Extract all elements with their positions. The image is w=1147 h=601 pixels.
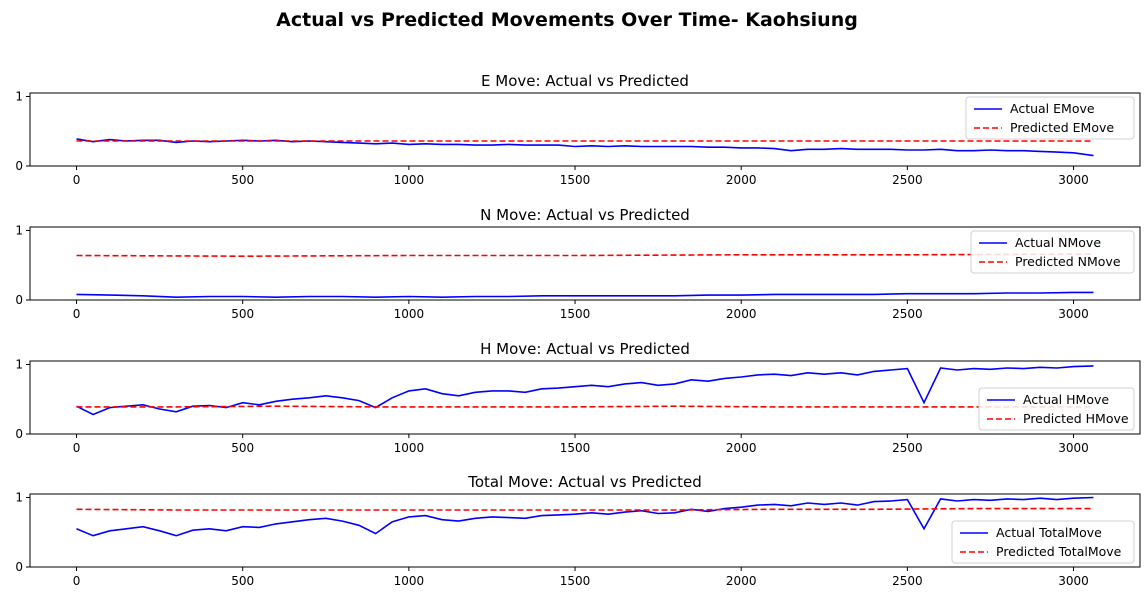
x-tick-label: 3000 xyxy=(1058,173,1089,187)
x-tick-label: 0 xyxy=(73,441,81,455)
legend-label: Predicted HMove xyxy=(1023,411,1129,426)
x-tick-label: 2000 xyxy=(726,307,757,321)
x-tick-label: 3000 xyxy=(1058,441,1089,455)
subplot-title: N Move: Actual vs Predicted xyxy=(480,206,690,224)
axes-frame xyxy=(29,493,1141,568)
axes-frame xyxy=(29,226,1141,301)
actual-series-line xyxy=(76,496,1094,537)
x-tick-label: 1000 xyxy=(394,173,425,187)
legend: Actual HMove Predicted HMove xyxy=(978,387,1135,431)
x-tick-label: 500 xyxy=(231,574,254,588)
predicted-series-line xyxy=(76,253,1094,258)
y-tick-label: 0 xyxy=(15,159,23,173)
x-tick-label: 2000 xyxy=(726,574,757,588)
x-tick-label: 1500 xyxy=(560,441,591,455)
y-tick-label: 1 xyxy=(15,89,23,103)
x-tick-label: 2500 xyxy=(892,173,923,187)
x-tick-label: 500 xyxy=(231,173,254,187)
x-tick-label: 1000 xyxy=(394,441,425,455)
y-tick-label: 1 xyxy=(15,223,23,237)
actual-series-line xyxy=(76,138,1094,157)
axes-frame xyxy=(29,360,1141,435)
legend-label: Predicted NMove xyxy=(1015,254,1121,269)
actual-series-line xyxy=(76,291,1094,299)
x-tick-label: 0 xyxy=(73,173,81,187)
x-tick-label: 500 xyxy=(231,307,254,321)
x-tick-label: 3000 xyxy=(1058,574,1089,588)
legend: Actual TotalMove Predicted TotalMove xyxy=(951,520,1135,564)
legend: Actual EMove Predicted EMove xyxy=(965,96,1135,140)
figure-title: Actual vs Predicted Movements Over Time-… xyxy=(276,9,858,31)
x-tick-label: 1500 xyxy=(560,574,591,588)
axes-frame xyxy=(29,92,1141,167)
x-tick-label: 0 xyxy=(73,574,81,588)
legend-label: Actual NMove xyxy=(1015,235,1101,250)
x-tick-label: 1500 xyxy=(560,173,591,187)
y-tick-label: 0 xyxy=(15,427,23,441)
subplot-4: Total Move: Actual vs Predicted 0 500 1000 1… xyxy=(15,473,1141,588)
legend-box xyxy=(951,520,1135,564)
legend-box xyxy=(970,230,1135,274)
x-tick-label: 1500 xyxy=(560,307,591,321)
legend-box xyxy=(978,387,1135,431)
subplot-title: H Move: Actual vs Predicted xyxy=(480,340,690,358)
x-tick-label: 2500 xyxy=(892,307,923,321)
subplot-2: N Move: Actual vs Predicted 0 500 1000 1500 2… xyxy=(15,206,1141,321)
predicted-series-line xyxy=(76,405,1094,408)
x-tick-label: 2000 xyxy=(726,441,757,455)
subplot-1: E Move: Actual vs Predicted 0 500 1000 1500 2… xyxy=(15,72,1141,187)
legend-label: Actual TotalMove xyxy=(996,525,1102,540)
subplot-title: Total Move: Actual vs Predicted xyxy=(467,473,701,491)
subplot-title: E Move: Actual vs Predicted xyxy=(481,72,689,90)
legend: Actual NMove Predicted NMove xyxy=(970,230,1135,274)
x-tick-label: 1000 xyxy=(394,574,425,588)
x-tick-label: 1000 xyxy=(394,307,425,321)
subplot-3: H Move: Actual vs Predicted 0 500 1000 1500 2… xyxy=(15,340,1141,455)
legend-label: Predicted TotalMove xyxy=(996,544,1122,559)
y-tick-label: 0 xyxy=(15,560,23,574)
legend-label: Actual EMove xyxy=(1010,101,1095,116)
x-tick-label: 2500 xyxy=(892,441,923,455)
x-tick-label: 500 xyxy=(231,441,254,455)
x-tick-label: 2500 xyxy=(892,574,923,588)
y-tick-label: 1 xyxy=(15,357,23,371)
y-tick-label: 1 xyxy=(15,490,23,504)
x-tick-label: 0 xyxy=(73,307,81,321)
actual-series-line xyxy=(76,365,1094,416)
x-tick-label: 2000 xyxy=(726,173,757,187)
legend-label: Actual HMove xyxy=(1023,392,1109,407)
legend-box xyxy=(965,96,1135,140)
legend-label: Predicted EMove xyxy=(1010,120,1114,135)
x-tick-label: 3000 xyxy=(1058,307,1089,321)
y-tick-label: 0 xyxy=(15,293,23,307)
predicted-series-line xyxy=(76,507,1094,511)
